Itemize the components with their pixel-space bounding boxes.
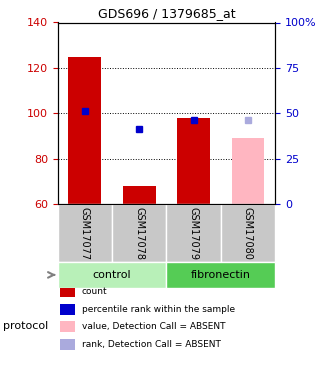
FancyBboxPatch shape bbox=[166, 204, 221, 262]
Bar bbox=[60, 339, 75, 350]
Text: GSM17080: GSM17080 bbox=[243, 207, 253, 260]
FancyBboxPatch shape bbox=[221, 204, 275, 262]
Text: GSM17079: GSM17079 bbox=[188, 207, 199, 260]
Bar bbox=[60, 304, 75, 315]
Text: control: control bbox=[93, 270, 131, 280]
Text: rank, Detection Call = ABSENT: rank, Detection Call = ABSENT bbox=[82, 340, 220, 349]
Bar bbox=[123, 186, 156, 204]
Title: GDS696 / 1379685_at: GDS696 / 1379685_at bbox=[98, 7, 235, 20]
Text: GSM17078: GSM17078 bbox=[134, 207, 144, 260]
FancyBboxPatch shape bbox=[58, 262, 166, 288]
Text: GSM17077: GSM17077 bbox=[80, 207, 90, 260]
Bar bbox=[177, 118, 210, 204]
FancyBboxPatch shape bbox=[166, 262, 275, 288]
FancyBboxPatch shape bbox=[58, 204, 112, 262]
Bar bbox=[232, 138, 264, 204]
Text: count: count bbox=[82, 287, 107, 296]
Text: value, Detection Call = ABSENT: value, Detection Call = ABSENT bbox=[82, 322, 225, 331]
Bar bbox=[60, 286, 75, 297]
Bar bbox=[60, 321, 75, 332]
Text: fibronectin: fibronectin bbox=[191, 270, 251, 280]
Text: protocol: protocol bbox=[3, 321, 48, 331]
Bar bbox=[68, 57, 101, 204]
Text: percentile rank within the sample: percentile rank within the sample bbox=[82, 304, 235, 313]
FancyBboxPatch shape bbox=[112, 204, 166, 262]
